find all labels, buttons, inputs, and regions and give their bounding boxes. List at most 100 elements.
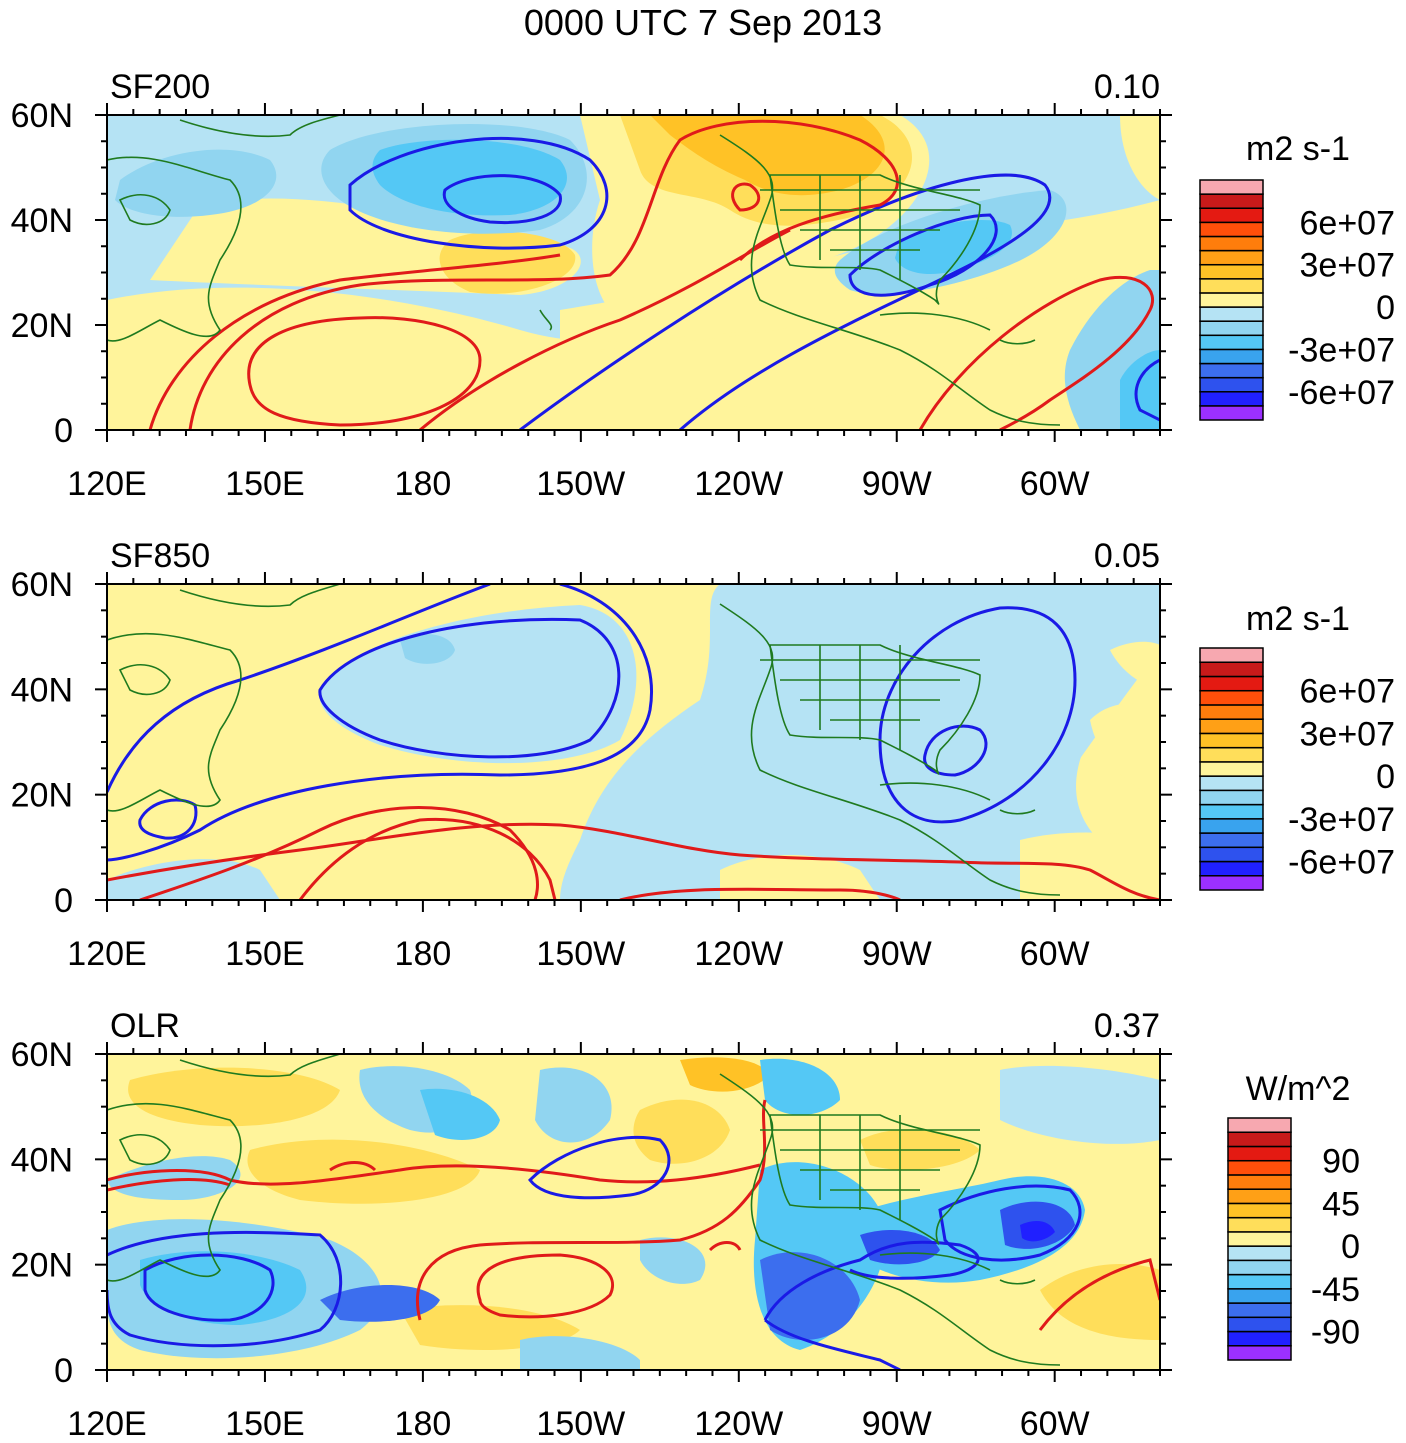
colorbar-swatch — [1199, 675, 1264, 692]
colorbar-swatch — [1199, 732, 1264, 749]
colorbar-SF200: m2 s-1 6e+07 3e+07 0 -3e+07 -6e+07 — [1199, 130, 1396, 421]
colorbar-swatch — [1227, 1245, 1292, 1262]
panel-olr: OLR 0.37 — [106, 1007, 1161, 1371]
colorbar-swatch — [1199, 193, 1264, 209]
colorbar-swatch — [1199, 647, 1264, 663]
colorbar-label: 0 — [1376, 289, 1395, 327]
colorbar-swatch — [1199, 689, 1264, 706]
colorbar-swatch — [1227, 1288, 1292, 1304]
colorbar-label: 6e+07 — [1300, 204, 1396, 242]
colorbar-swatch — [1227, 1216, 1292, 1233]
colorbar-swatch — [1227, 1188, 1292, 1205]
panel-sf200: SF200 0.10 — [106, 68, 1161, 431]
lat-tick-label: 0 — [54, 412, 73, 450]
figure-title: 0000 UTC 7 Sep 2013 — [523, 2, 883, 43]
colorbar-label: -3e+07 — [1288, 331, 1395, 369]
axes-layer: 60N 40N 20N 0 120E 150E 180 150W 120W 90W 60W 60N 40… — [11, 97, 1172, 1443]
lon-tick-label: 90W — [862, 465, 932, 503]
lat-tick-label: 0 — [54, 882, 73, 920]
colorbar-OLR: W/m^2 90 45 0 -45 -90 — [1227, 1070, 1360, 1361]
colorbar-label: 90 — [1322, 1143, 1360, 1181]
lat-tick-label: 60N — [11, 97, 73, 135]
lon-tick-label: 120E — [67, 1405, 146, 1443]
colorbar-swatch — [1199, 320, 1264, 337]
colorbar-swatch — [1199, 405, 1264, 421]
colorbar-label: 3e+07 — [1300, 247, 1396, 285]
colorbar-swatch — [1227, 1159, 1292, 1176]
colorbar-label: -6e+07 — [1288, 374, 1395, 412]
colorbar-swatch — [1199, 334, 1264, 351]
colorbar-swatch — [1199, 362, 1264, 379]
colorbar-swatch — [1199, 376, 1264, 393]
axes-panel-1: 60N 40N 20N 0 120E 150E 180 150W 120W 90W 60W — [11, 97, 1172, 503]
panel-label-left: SF200 — [110, 68, 210, 106]
colorbar-label: 45 — [1322, 1185, 1360, 1223]
colorbar-swatch — [1199, 775, 1264, 792]
colorbar-units: m2 s-1 — [1246, 130, 1350, 168]
colorbar-swatch — [1227, 1302, 1292, 1319]
colorbar-swatch — [1227, 1202, 1292, 1219]
colorbar-swatch — [1199, 832, 1264, 849]
panel-label-left: OLR — [110, 1007, 180, 1045]
colorbar-swatch — [1199, 818, 1264, 834]
lon-tick-label: 120W — [694, 1405, 783, 1443]
panel-label-right: 0.10 — [1094, 68, 1160, 106]
panel-label-right: 0.37 — [1094, 1007, 1160, 1045]
lat-tick-label: 0 — [54, 1352, 73, 1390]
colorbar-units: m2 s-1 — [1246, 600, 1350, 638]
lat-tick-label: 60N — [11, 566, 73, 604]
colorbar-swatch — [1227, 1145, 1292, 1162]
colorbar-swatch — [1227, 1259, 1292, 1276]
colorbar-swatch — [1199, 306, 1264, 322]
colorbar-swatch — [1227, 1273, 1292, 1290]
lon-tick-label: 180 — [395, 465, 452, 503]
lon-tick-label: 150E — [225, 935, 304, 973]
map-field-olr — [107, 1054, 1160, 1370]
lat-tick-label: 20N — [11, 1247, 73, 1285]
colorbar-swatch — [1199, 235, 1264, 252]
lon-tick-label: 90W — [862, 935, 932, 973]
colorbar-swatch — [1199, 221, 1264, 238]
colorbar-swatch — [1199, 803, 1264, 820]
colorbar-swatch — [1227, 1345, 1292, 1361]
colorbar-swatch — [1199, 875, 1264, 891]
panel-label-left: SF850 — [110, 537, 210, 575]
colorbar-swatch — [1227, 1316, 1292, 1333]
colorbar-label: -6e+07 — [1288, 844, 1395, 882]
colorbar-swatch — [1199, 661, 1264, 678]
colorbar-swatch — [1199, 704, 1264, 720]
axes-panel-2: 60N 40N 20N 0 120E 150E 180 150W 120W 90W 60W — [11, 566, 1172, 973]
lon-tick-label: 120W — [694, 935, 783, 973]
lon-tick-label: 150W — [536, 1405, 625, 1443]
lon-tick-label: 150E — [225, 465, 304, 503]
colorbar-swatch — [1227, 1231, 1292, 1247]
colorbar-swatch — [1199, 207, 1264, 224]
colorbar-label: -90 — [1311, 1314, 1360, 1352]
colorbar-swatch — [1199, 789, 1264, 806]
colorbars-layer: m2 s-1 6e+07 3e+07 0 -3e+07 -6e+07 m2 s-1 6e+07… — [1199, 130, 1396, 1361]
lon-tick-label: 90W — [862, 1405, 932, 1443]
colorbar-label: 0 — [1376, 758, 1395, 796]
lat-tick-label: 20N — [11, 777, 73, 815]
colorbar-swatch — [1199, 179, 1264, 195]
colorbar-label: 3e+07 — [1300, 715, 1396, 753]
colorbar-swatch — [1199, 860, 1264, 877]
colorbar-swatch — [1199, 761, 1264, 777]
lon-tick-label: 150E — [225, 1405, 304, 1443]
lon-tick-label: 120E — [67, 935, 146, 973]
colorbar-swatch — [1199, 278, 1264, 294]
lon-tick-label: 180 — [395, 1405, 452, 1443]
colorbar-swatch — [1199, 391, 1264, 407]
colorbar-swatch — [1227, 1330, 1292, 1347]
lat-tick-label: 60N — [11, 1036, 73, 1074]
colorbar-swatch — [1227, 1131, 1292, 1148]
lon-tick-label: 60W — [1020, 465, 1090, 503]
panel-label-right: 0.05 — [1094, 537, 1160, 575]
colorbar-label: 6e+07 — [1300, 673, 1396, 711]
map-field-sf200 — [107, 115, 1160, 430]
lon-tick-label: 60W — [1020, 935, 1090, 973]
lat-tick-label: 20N — [11, 307, 73, 345]
colorbar-swatch — [1227, 1117, 1292, 1133]
axes-panel-3: 60N 40N 20N 0 120E 150E 180 150W 120W 90W 60W — [11, 1036, 1172, 1443]
